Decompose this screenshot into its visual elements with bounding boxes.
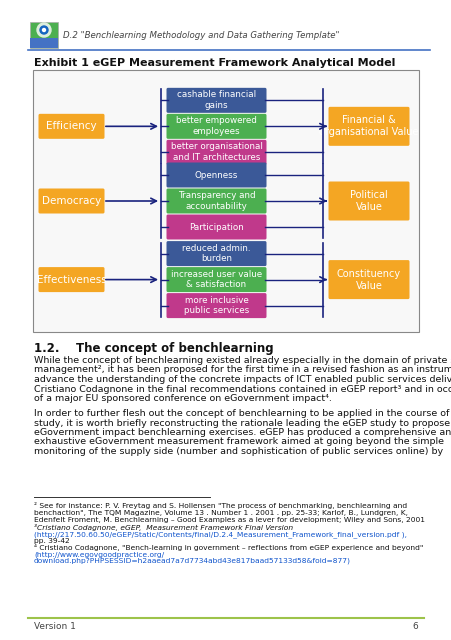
Text: more inclusive
public services: more inclusive public services [184, 296, 249, 316]
Text: (http://www.egovgoodpractice.org/: (http://www.egovgoodpractice.org/ [34, 551, 164, 557]
FancyBboxPatch shape [166, 140, 266, 165]
Bar [33, 70, 418, 332]
Text: pp. 39-42: pp. 39-42 [34, 538, 69, 544]
Text: Edenfelt Froment, M. Benchlearning – Good Examples as a lever for development; W: Edenfelt Froment, M. Benchlearning – Goo… [34, 517, 424, 523]
Text: download.php?PHPSESSID=h2aaead7a7d7734abd43e817baad57133d58&foid=877): download.php?PHPSESSID=h2aaead7a7d7734ab… [34, 558, 350, 564]
Text: Efficiency: Efficiency [46, 122, 97, 131]
Text: Financial &
organisational Value: Financial & organisational Value [318, 115, 418, 138]
FancyBboxPatch shape [38, 267, 104, 292]
FancyBboxPatch shape [166, 214, 266, 239]
Text: Openness: Openness [194, 170, 238, 179]
Text: ³Cristiano Codagnone, eGEP,  Measurement Framework Final Version: ³Cristiano Codagnone, eGEP, Measurement … [34, 524, 293, 531]
Text: management², it has been proposed for the first time in a revised fashion as an : management², it has been proposed for th… [34, 365, 451, 374]
FancyBboxPatch shape [38, 114, 104, 139]
Text: Transparency and
accountability: Transparency and accountability [177, 191, 255, 211]
Circle shape [37, 23, 51, 37]
Text: eGovernment impact benchlearning exercises. eGEP has produced a comprehensive an: eGovernment impact benchlearning exercis… [34, 428, 451, 437]
Text: D.2 "Benchlearning Methodology and Data Gathering Template": D.2 "Benchlearning Methodology and Data … [63, 31, 339, 40]
Text: monitoring of the supply side (number and sophistication of public services onli: monitoring of the supply side (number an… [34, 447, 442, 456]
Bar [30, 38, 58, 48]
Text: (http://217.50.60.50/eGEP/Static/Contents/final/D.2.4_Measurement_Framework_fina: (http://217.50.60.50/eGEP/Static/Content… [34, 531, 406, 538]
FancyBboxPatch shape [328, 260, 409, 299]
Text: better empowered
employees: better empowered employees [176, 116, 256, 136]
Text: advance the understanding of the concrete impacts of ICT enabled public services: advance the understanding of the concret… [34, 375, 451, 384]
Text: ⁴ Cristiano Codagnone, "Bench-learning in government – reflections from eGEP exp: ⁴ Cristiano Codagnone, "Bench-learning i… [34, 544, 423, 551]
FancyBboxPatch shape [166, 163, 266, 188]
FancyBboxPatch shape [166, 189, 266, 214]
Text: Democracy: Democracy [42, 196, 101, 206]
Text: Exhibit 1 eGEP Measurement Framework Analytical Model: Exhibit 1 eGEP Measurement Framework Ana… [34, 58, 395, 68]
FancyBboxPatch shape [166, 267, 266, 292]
FancyBboxPatch shape [38, 189, 104, 214]
FancyBboxPatch shape [166, 241, 266, 266]
Text: While the concept of benchlearning existed already especially in the domain of p: While the concept of benchlearning exist… [34, 356, 451, 365]
FancyBboxPatch shape [166, 88, 266, 113]
FancyBboxPatch shape [166, 293, 266, 318]
Text: study, it is worth briefly reconstructing the rationale leading the eGEP study t: study, it is worth briefly reconstructin… [34, 419, 449, 428]
Text: Participation: Participation [189, 223, 244, 232]
Text: Constituency
Value: Constituency Value [336, 269, 400, 291]
Text: In order to further flesh out the concept of benchlearning to be applied in the : In order to further flesh out the concep… [34, 409, 451, 418]
Text: ² See for instance: P. V. Freytag and S. Hollensen "The process of benchmarking,: ² See for instance: P. V. Freytag and S.… [34, 502, 406, 509]
Text: better organisational
and IT architectures: better organisational and IT architectur… [170, 143, 262, 162]
FancyBboxPatch shape [328, 107, 409, 146]
Circle shape [42, 29, 46, 31]
FancyBboxPatch shape [328, 182, 409, 221]
Text: Effectiveness: Effectiveness [37, 275, 106, 285]
Text: benchaction", The TQM Magazine, Volume 13 . Number 1 . 2001 . pp. 25-33; Karlof,: benchaction", The TQM Magazine, Volume 1… [34, 509, 407, 515]
Text: 6: 6 [411, 622, 417, 631]
Text: Political
Value: Political Value [350, 190, 387, 212]
Text: cashable financial
gains: cashable financial gains [176, 90, 256, 110]
Text: reduced admin.
burden: reduced admin. burden [182, 244, 250, 264]
Text: of a major EU sponsored conference on eGovernment impact⁴.: of a major EU sponsored conference on eG… [34, 394, 331, 403]
Text: Cristiano Codagnone in the final recommendations contained in eGEP report³ and i: Cristiano Codagnone in the final recomme… [34, 385, 451, 394]
Text: exhaustive eGovernment measurement framework aimed at going beyond the simple: exhaustive eGovernment measurement frame… [34, 438, 443, 447]
FancyBboxPatch shape [166, 114, 266, 139]
Text: Version 1: Version 1 [34, 622, 76, 631]
Circle shape [40, 26, 48, 34]
Bar [30, 22, 58, 48]
Text: increased user value
& satisfaction: increased user value & satisfaction [170, 269, 262, 289]
Text: 1.2.    The concept of benchlearning: 1.2. The concept of benchlearning [34, 342, 273, 355]
